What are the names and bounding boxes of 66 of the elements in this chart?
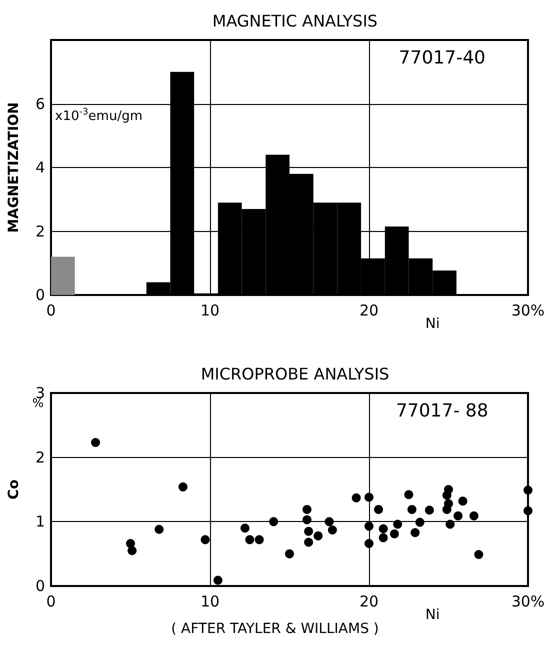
point [328,526,337,535]
y-tick-label: 2 [35,222,45,240]
point [524,506,532,516]
point [324,517,334,526]
chart-title: MAGNETIC ANALYSIS [212,12,378,30]
point [178,482,188,492]
point [446,520,455,529]
point [364,539,374,548]
point [378,533,388,542]
point [254,535,264,544]
text: ( AFTER TAYLER & WILLIAMS ) [171,621,379,637]
point [390,529,399,538]
x-tick-label: 0 [46,302,56,320]
point [302,515,312,524]
x-tick-label: 30% [511,592,545,610]
point [245,535,254,544]
y-tick-label: 0 [35,577,45,595]
x-tick-label: 10 [200,592,220,610]
y-tick-label: 6 [35,94,45,113]
point [454,511,463,520]
point [154,524,164,534]
x-tick-label: 20 [359,592,379,610]
annotation: 77017-40 [398,48,486,68]
point [128,546,137,556]
point [364,522,374,531]
point [442,504,452,514]
point [302,504,312,514]
annotation: 77017- 88 [396,400,488,422]
point [352,493,361,502]
point [404,490,414,500]
point [213,576,222,585]
x-axis-title: Ni [425,607,440,623]
point [374,504,384,514]
x-tick-label: 0 [46,592,56,610]
y-tick-label: 1 [35,512,45,531]
point [407,504,416,514]
chart-title: MICROPROBE ANALYSIS [200,364,390,384]
x-tick-label: 10 [200,302,220,320]
x-tick-label: 30% [511,302,545,320]
y-tick-label: 4 [35,158,45,176]
point [415,518,424,527]
point [393,520,402,529]
point [458,496,468,506]
point [410,528,420,538]
point [378,524,388,534]
y-tick-label: 0 [35,286,45,304]
point [364,492,374,502]
point [91,438,100,448]
point [314,531,323,540]
point [424,506,434,515]
point [469,511,478,520]
x-axis-title: Ni [425,316,440,332]
point [200,535,210,544]
point [524,486,532,495]
point [285,549,294,558]
point [126,539,135,548]
x-tick-label: 20 [359,302,379,320]
point [304,526,314,536]
point [474,550,484,559]
y-axis-title: Co [6,479,22,500]
y-axis-title: MAGNETIZATION [6,102,22,233]
y-tick-label: 2 [35,448,45,466]
point [304,538,314,547]
point [240,524,250,533]
point [442,490,452,500]
point [269,517,278,526]
